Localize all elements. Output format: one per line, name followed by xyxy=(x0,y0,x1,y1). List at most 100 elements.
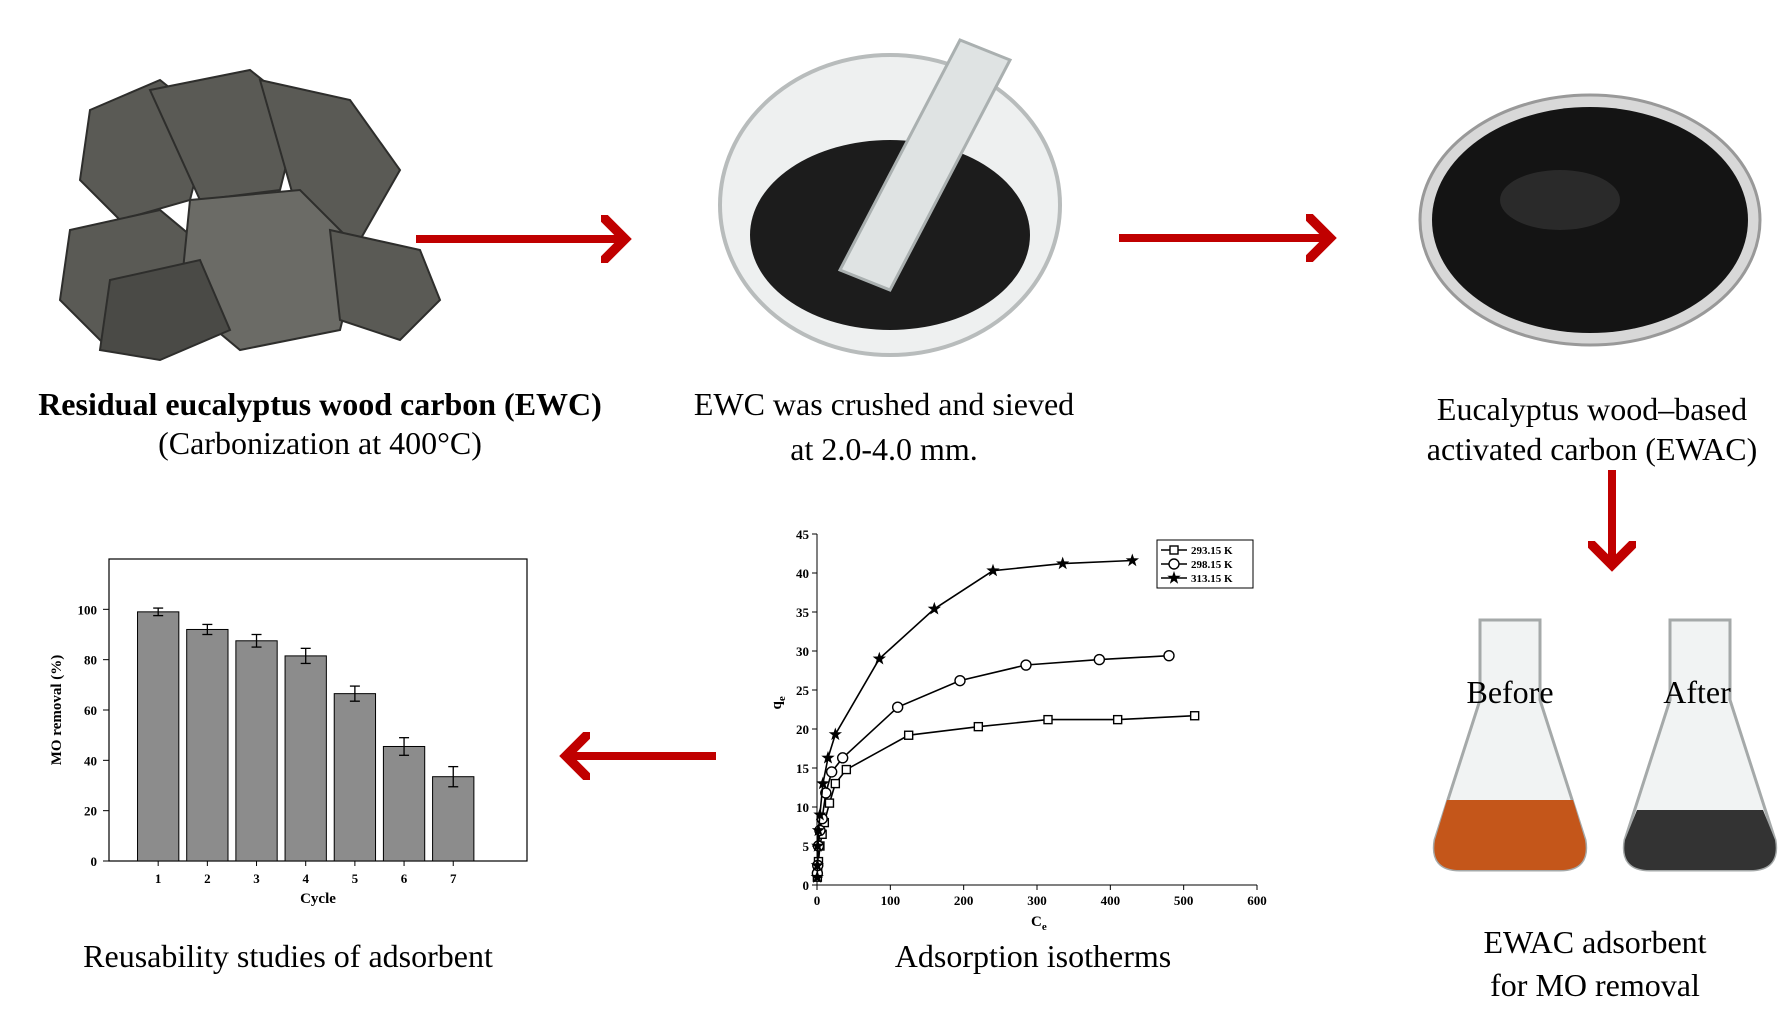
y-tick-label: 60 xyxy=(84,703,97,718)
error-bar xyxy=(349,685,360,702)
marker xyxy=(903,730,914,740)
marker xyxy=(1125,553,1139,567)
axis-label-sub: e xyxy=(1042,921,1047,933)
marker xyxy=(810,870,824,883)
axis-label-main: q xyxy=(769,701,785,710)
y-tick-label: 5 xyxy=(803,839,810,854)
x-tick-label: 5 xyxy=(352,871,359,886)
bar xyxy=(432,776,475,862)
step-note: (Carbonization at 400°C) xyxy=(158,425,482,461)
axis-label: qe xyxy=(769,696,788,709)
axis-label-sub: e xyxy=(776,696,788,701)
marker xyxy=(1168,558,1180,570)
dish-image xyxy=(1418,93,1762,347)
y-tick-label: 20 xyxy=(796,722,809,737)
series-line xyxy=(816,714,1195,878)
x-tick-label: 1 xyxy=(155,871,162,886)
y-tick-label: 0 xyxy=(91,854,98,869)
x-tick-label: 6 xyxy=(401,871,408,886)
y-tick-label: 0 xyxy=(803,878,810,893)
y-tick-label: 15 xyxy=(796,761,810,776)
error-bar xyxy=(251,633,262,648)
marker xyxy=(1112,714,1123,725)
marker xyxy=(973,721,984,732)
x-axis-label: Cycle xyxy=(300,891,336,907)
marker xyxy=(825,766,838,778)
marker xyxy=(954,674,966,687)
y-tick-label: 30 xyxy=(796,644,809,659)
y-tick-label: 40 xyxy=(796,566,809,581)
error-bar xyxy=(153,607,164,617)
marker xyxy=(986,563,1000,577)
flask-label: After xyxy=(1663,674,1731,710)
y-tick-label: 45 xyxy=(796,527,810,542)
flask-after xyxy=(1622,618,1778,872)
bar xyxy=(382,745,426,862)
marker xyxy=(1020,659,1032,671)
bar xyxy=(235,640,278,862)
marker xyxy=(891,701,904,713)
axis-label: Ce xyxy=(1031,914,1047,933)
marker xyxy=(1167,571,1181,584)
mortar-image xyxy=(718,38,1062,357)
error-bar xyxy=(202,623,213,636)
bar xyxy=(186,628,229,862)
marker xyxy=(830,778,841,789)
error-bar xyxy=(300,647,311,665)
y-axis-label: MO removal (%) xyxy=(49,655,65,766)
chart-caption: Reusability studies of adsorbent xyxy=(83,938,493,974)
x-tick-label: 100 xyxy=(881,893,901,908)
step-text: activated carbon (EWAC) xyxy=(1427,431,1758,467)
y-tick-label: 10 xyxy=(796,800,809,815)
marker xyxy=(813,807,827,821)
marker xyxy=(821,750,835,764)
marker xyxy=(872,651,886,665)
flask-label: Before xyxy=(1466,674,1553,710)
x-tick-label: 3 xyxy=(253,871,260,886)
y-tick-label: 40 xyxy=(84,753,97,768)
x-tick-label: 7 xyxy=(450,871,457,886)
marker xyxy=(1093,653,1106,666)
marker xyxy=(1169,545,1179,555)
marker xyxy=(1189,711,1200,721)
marker xyxy=(810,858,824,872)
step-text: EWAC adsorbent xyxy=(1483,924,1706,960)
marker xyxy=(811,839,825,852)
y-tick-label: 20 xyxy=(84,804,97,819)
x-tick-label: 300 xyxy=(1027,893,1047,908)
y-tick-label: 80 xyxy=(84,653,97,668)
marker xyxy=(1163,649,1175,662)
x-tick-label: 500 xyxy=(1174,893,1194,908)
marker xyxy=(1056,556,1070,570)
x-tick-label: 200 xyxy=(954,893,974,908)
legend-label: 293.15 K xyxy=(1191,545,1233,557)
flask-before xyxy=(1432,618,1588,872)
x-tick-label: 2 xyxy=(204,871,211,886)
legend: 293.15 K 298.15 K 313.15 K xyxy=(1156,539,1254,589)
x-tick-label: 0 xyxy=(814,893,821,908)
arrows xyxy=(416,238,1612,756)
marker xyxy=(816,776,830,790)
axis-label-main: C xyxy=(1031,914,1042,930)
chart-caption: Adsorption isotherms xyxy=(895,938,1171,974)
bar xyxy=(284,655,327,862)
marker xyxy=(841,764,852,775)
x-tick-label: 4 xyxy=(302,871,309,886)
legend-label: 298.15 K xyxy=(1191,559,1233,571)
y-tick-label: 25 xyxy=(796,683,810,698)
marker xyxy=(927,601,941,615)
error-bar xyxy=(448,765,459,788)
legend-label: 313.15 K xyxy=(1191,573,1233,585)
step-title: Residual eucalyptus wood carbon (EWC) xyxy=(38,386,602,422)
marker xyxy=(836,752,849,764)
series-line xyxy=(816,654,1170,874)
marker xyxy=(824,798,835,808)
step-text: at 2.0-4.0 mm. xyxy=(790,431,978,467)
charcoal-image xyxy=(58,68,442,362)
y-tick-label: 100 xyxy=(78,602,98,617)
bar xyxy=(137,611,180,862)
step-text: EWC was crushed and sieved xyxy=(694,386,1074,422)
marker xyxy=(828,727,842,741)
bar xyxy=(333,693,377,862)
